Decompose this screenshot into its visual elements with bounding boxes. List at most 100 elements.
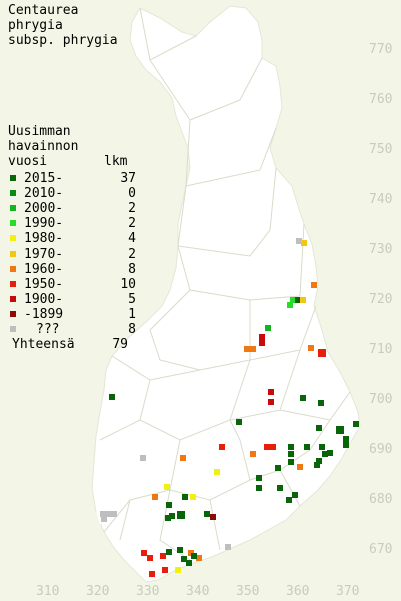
observation-square — [166, 549, 172, 555]
observation-square — [182, 494, 188, 500]
legend-label: 2010- — [24, 186, 64, 202]
observation-square — [304, 444, 310, 450]
observation-square — [100, 511, 106, 517]
grid-x-label: 310 — [36, 584, 60, 599]
observation-square — [327, 450, 333, 456]
observation-square — [336, 426, 344, 434]
observation-square — [177, 511, 185, 519]
observation-square — [111, 511, 117, 517]
grid-y-label: 680 — [369, 492, 393, 507]
observation-square — [288, 444, 294, 450]
observation-square — [109, 394, 115, 400]
observation-markers — [100, 238, 359, 577]
legend-count: 10 — [120, 276, 136, 292]
legend-swatch — [10, 310, 16, 317]
species-title-line-3: subsp. phrygia — [8, 33, 118, 48]
legend-label: ??? — [36, 322, 60, 337]
grid-y-label: 740 — [369, 192, 393, 207]
observation-square — [196, 555, 202, 561]
observation-square — [316, 425, 322, 431]
observation-square — [214, 469, 220, 475]
observation-square — [236, 419, 242, 425]
observation-square — [268, 389, 274, 395]
grid-y-label: 670 — [369, 542, 393, 557]
observation-square — [181, 556, 187, 562]
observation-square — [353, 421, 359, 427]
legend-label: 1990- — [24, 216, 64, 232]
grid-x-label: 370 — [336, 584, 360, 599]
legend-label: 2015- — [24, 171, 64, 186]
observation-square — [162, 567, 168, 573]
observation-square — [204, 511, 210, 517]
legend-swatch — [10, 205, 16, 212]
legend-count: 0 — [128, 186, 136, 202]
observation-square — [186, 560, 192, 566]
legend-label: 1950- — [24, 276, 64, 292]
observation-square — [308, 345, 314, 351]
observation-square — [259, 340, 265, 346]
legend-count: 37 — [120, 171, 136, 186]
observation-square — [152, 494, 158, 500]
observation-square — [250, 346, 256, 352]
observation-square — [343, 436, 349, 442]
observation-square — [180, 455, 186, 461]
observation-square — [316, 458, 322, 464]
observation-square — [166, 502, 172, 508]
grid-x-label: 350 — [236, 584, 260, 599]
observation-square — [140, 455, 146, 461]
observation-square — [292, 492, 298, 498]
observation-square — [311, 282, 317, 288]
grid-y-label: 750 — [369, 142, 393, 157]
grid-x-label: 360 — [286, 584, 310, 599]
region-borders — [99, 7, 351, 561]
species-title-line-1: Centaurea — [8, 3, 79, 18]
legend-swatch — [10, 190, 16, 197]
observation-square — [244, 346, 250, 352]
observation-square — [250, 451, 256, 457]
observation-square — [318, 349, 326, 357]
observation-square — [106, 511, 112, 517]
observation-square — [286, 497, 292, 503]
observation-square — [264, 444, 270, 450]
legend-count: 1 — [128, 306, 136, 322]
observation-square — [165, 515, 171, 521]
legend-count-heading: lkm — [104, 154, 128, 169]
legend-label: 2000- — [24, 201, 64, 217]
observation-square — [288, 459, 294, 465]
grid-y-label: 720 — [369, 292, 393, 307]
legend-label: -1899 — [24, 306, 64, 322]
observation-square — [177, 547, 183, 553]
legend-heading-3: vuosi — [8, 154, 48, 169]
observation-square — [300, 395, 306, 401]
observation-square — [149, 571, 155, 577]
observation-square — [275, 465, 281, 471]
observation-square — [301, 240, 307, 246]
legend-label: 1970- — [24, 246, 64, 262]
observation-square — [296, 238, 302, 244]
species-title-line-2: phrygia — [8, 18, 63, 33]
legend-count: 4 — [128, 231, 136, 247]
observation-square — [295, 297, 301, 303]
legend-swatch — [10, 175, 16, 181]
observation-square — [169, 513, 175, 519]
observation-square — [268, 399, 274, 405]
observation-square — [319, 444, 325, 450]
observation-square — [101, 516, 107, 522]
legend-label: 1960- — [24, 261, 64, 277]
legend-count: 2 — [128, 201, 136, 217]
observation-square — [290, 297, 296, 303]
legend-count: 2 — [128, 246, 136, 262]
grid-y-label: 770 — [369, 42, 393, 57]
grid-x-label: 320 — [86, 584, 110, 599]
observation-square — [175, 567, 181, 573]
observation-square — [314, 462, 320, 468]
legend-count: 8 — [128, 322, 136, 337]
legend-total-value: 79 — [112, 337, 128, 352]
grid-y-label: 710 — [369, 342, 393, 357]
observation-square — [297, 464, 303, 470]
observation-square — [288, 451, 294, 457]
legend-label: 1980- — [24, 231, 64, 247]
observation-square — [190, 494, 196, 500]
observation-square — [277, 485, 283, 491]
